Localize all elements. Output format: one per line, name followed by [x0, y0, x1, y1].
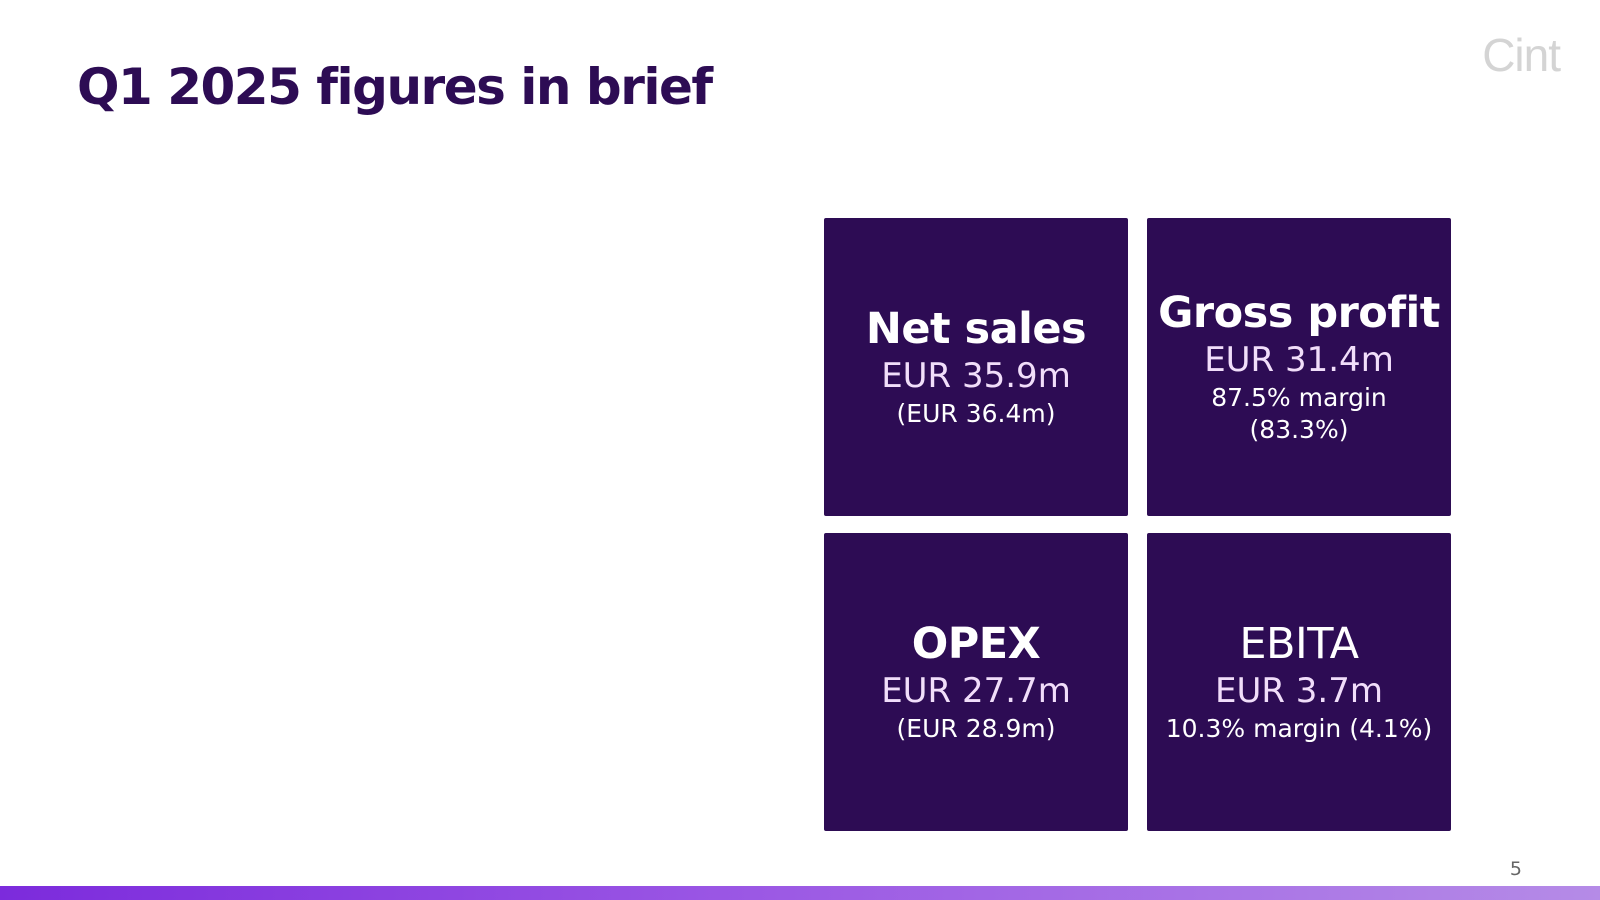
tile-note: 10.3% margin (4.1%) [1165, 714, 1433, 743]
cint-logo: Cint [1482, 29, 1561, 81]
tile-heading: OPEX [911, 619, 1041, 669]
tile-heading: Gross profit [1158, 288, 1440, 338]
tile-note: 87.5% margin [1211, 383, 1387, 412]
tile-heading: EBITA [1239, 619, 1359, 669]
tile-value: EUR 3.7m [1215, 671, 1383, 711]
tile-note: (EUR 28.9m) [896, 714, 1056, 743]
tile-value: EUR 27.7m [881, 671, 1071, 711]
tile-value: EUR 35.9m [881, 356, 1071, 396]
page-number: 5 [1509, 858, 1522, 880]
tile-heading: Net sales [865, 304, 1087, 354]
tile-note: (EUR 36.4m) [896, 399, 1056, 428]
tile-note: (83.3%) [1249, 415, 1349, 444]
tile-ebita: EBITA EUR 3.7m 10.3% margin (4.1%) [1147, 533, 1451, 831]
tile-net-sales: Net sales EUR 35.9m (EUR 36.4m) [824, 218, 1128, 516]
tile-value: EUR 31.4m [1204, 340, 1394, 380]
bottom-gradient-bar [0, 886, 1600, 900]
tile-gross-profit: Gross profit EUR 31.4m 87.5% margin (83.… [1147, 218, 1451, 516]
slide-title: Q1 2025 figures in brief [77, 58, 713, 116]
tile-opex: OPEX EUR 27.7m (EUR 28.9m) [824, 533, 1128, 831]
